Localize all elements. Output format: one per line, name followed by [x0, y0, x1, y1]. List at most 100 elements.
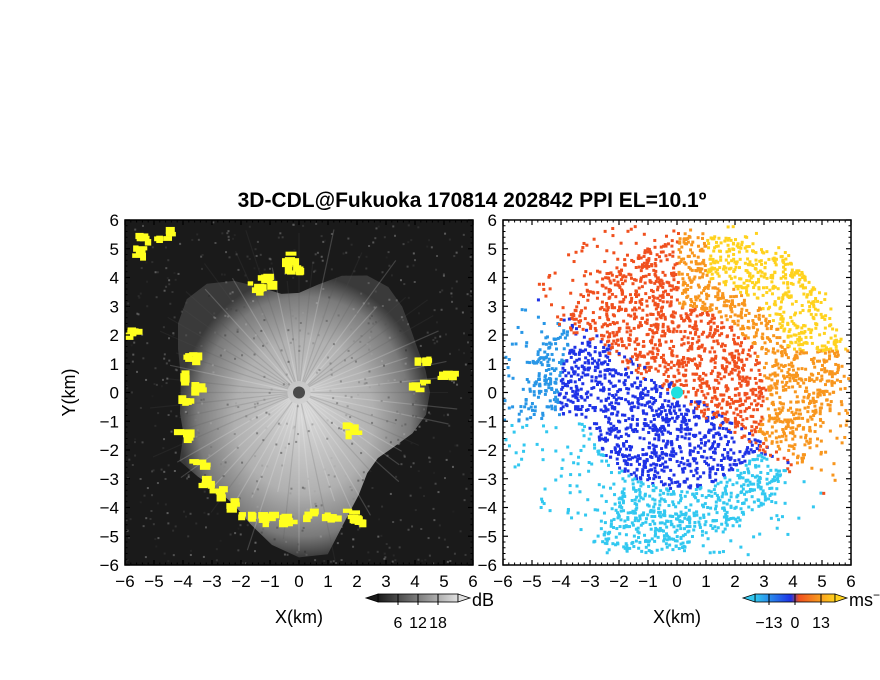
x-tick-label: 5	[439, 572, 448, 591]
velocity-pixel	[603, 521, 607, 525]
velocity-pixel	[742, 434, 746, 438]
velocity-pixel	[740, 358, 744, 362]
velocity-pixel	[684, 363, 688, 367]
velocity-pixel	[639, 323, 643, 327]
velocity-pixel	[758, 307, 762, 311]
velocity-pixel	[724, 512, 728, 516]
snr-speckle	[254, 406, 257, 409]
velocity-pixel	[569, 452, 573, 456]
snr-speckle	[328, 485, 331, 488]
velocity-pixel	[714, 415, 718, 419]
velocity-pixel	[642, 344, 646, 348]
velocity-pixel	[664, 234, 668, 238]
velocity-pixel	[628, 457, 632, 461]
velocity-pixel	[571, 389, 575, 393]
velocity-pixel	[633, 395, 637, 399]
y-tick-label: 1	[110, 355, 119, 374]
velocity-pixel	[840, 364, 844, 368]
velocity-pixel	[727, 468, 731, 472]
velocity-pixel	[611, 227, 615, 231]
snr-speckle	[381, 505, 384, 508]
velocity-pixel	[708, 447, 712, 451]
velocity-pixel	[680, 456, 684, 460]
snr-saturation-patch	[267, 280, 278, 290]
velocity-pixel	[756, 354, 760, 358]
velocity-pixel	[752, 335, 756, 339]
velocity-pixel	[695, 461, 699, 465]
velocity-pixel	[605, 272, 609, 276]
snr-speckle	[369, 317, 372, 320]
velocity-pixel	[651, 497, 655, 501]
velocity-pixel	[705, 382, 709, 386]
velocity-pixel	[745, 392, 749, 396]
velocity-pixel	[727, 518, 731, 522]
velocity-pixel	[634, 516, 638, 520]
velocity-pixel	[702, 262, 706, 266]
velocity-pixel	[696, 244, 700, 248]
velocity-pixel	[696, 236, 700, 240]
snr-speckle	[333, 475, 336, 478]
velocity-pixel	[580, 404, 584, 408]
velocity-pixel	[638, 350, 642, 354]
velocity-pixel	[733, 425, 737, 429]
velocity-pixel	[551, 358, 555, 362]
velocity-pixel	[802, 381, 806, 385]
velocity-pixel	[662, 539, 666, 543]
snr-speckle	[320, 235, 323, 238]
velocity-pixel	[642, 464, 646, 468]
velocity-pixel	[633, 502, 637, 506]
snr-speckle	[295, 440, 298, 443]
velocity-pixel	[645, 258, 649, 262]
velocity-pixel	[644, 517, 648, 521]
snr-saturation-patch	[156, 235, 163, 244]
velocity-pixel	[646, 473, 650, 477]
velocity-pixel	[692, 378, 696, 382]
velocity-pixel	[773, 416, 777, 420]
velocity-pixel	[608, 432, 612, 436]
velocity-pixel	[740, 294, 744, 298]
velocity-pixel	[672, 450, 676, 454]
velocity-pixel	[760, 270, 764, 274]
velocity-pixel	[765, 376, 769, 380]
velocity-pixel	[732, 295, 736, 299]
velocity-pixel	[761, 417, 765, 421]
velocity-pixel	[667, 383, 671, 387]
snr-speckle	[167, 522, 170, 525]
velocity-pixel	[813, 430, 817, 434]
velocity-pixel	[759, 419, 763, 423]
velocity-pixel	[748, 432, 752, 436]
velocity-pixel	[700, 267, 704, 271]
velocity-pixel	[771, 478, 775, 482]
velocity-pixel	[648, 405, 652, 409]
snr-speckle	[404, 423, 407, 426]
velocity-pixel	[578, 473, 582, 477]
velocity-pixel	[722, 325, 726, 329]
velocity-pixel	[722, 267, 726, 271]
velocity-pixel	[705, 297, 709, 301]
velocity-pixel	[704, 531, 708, 535]
velocity-pixel	[622, 509, 626, 513]
velocity-pixel	[565, 359, 569, 363]
snr-speckle	[316, 251, 319, 254]
velocity-pixel	[580, 396, 584, 400]
velocity-pixel	[691, 449, 695, 453]
velocity-pixel	[679, 499, 683, 503]
velocity-pixel	[655, 347, 659, 351]
velocity-pixel	[575, 407, 579, 411]
velocity-pixel	[836, 368, 840, 372]
velocity-pixel	[662, 359, 666, 363]
snr-speckle	[197, 411, 200, 414]
velocity-pixel	[555, 388, 559, 392]
velocity-pixel	[744, 269, 748, 273]
velocity-pixel	[603, 437, 607, 441]
velocity-pixel	[659, 515, 663, 519]
velocity-pixel	[736, 319, 740, 323]
snr-speckle	[154, 424, 157, 427]
velocity-pixel	[679, 493, 683, 497]
velocity-pixel	[638, 493, 642, 497]
velocity-pixel	[767, 414, 771, 418]
snr-streak	[310, 360, 447, 391]
velocity-pixel	[656, 285, 660, 289]
snr-speckle	[417, 470, 420, 473]
velocity-pixel	[629, 276, 633, 280]
